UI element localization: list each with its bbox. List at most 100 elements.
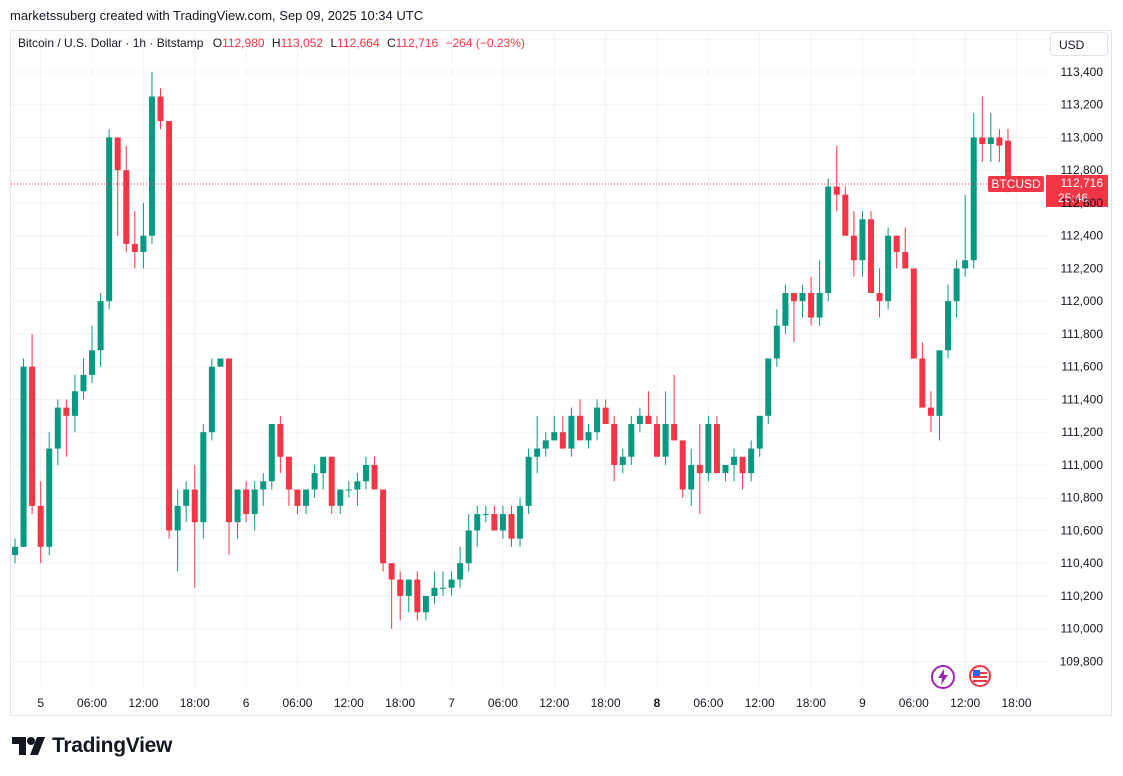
candle-body xyxy=(876,293,883,302)
candle-body xyxy=(71,391,78,416)
candle-body xyxy=(534,448,541,457)
candle xyxy=(208,358,215,441)
candle xyxy=(987,112,994,162)
candle xyxy=(739,456,746,490)
candle-body xyxy=(654,424,660,457)
candle xyxy=(534,415,541,474)
candle-body xyxy=(440,587,446,589)
candle xyxy=(234,489,241,539)
candle-body xyxy=(816,293,823,318)
candle xyxy=(114,137,121,236)
candle xyxy=(671,374,678,441)
candle xyxy=(294,489,301,515)
candle xyxy=(328,456,335,515)
candle-body xyxy=(748,448,755,474)
candle xyxy=(345,481,352,498)
low-value: 112,664 xyxy=(337,36,380,50)
time-tick-label: 12:00 xyxy=(539,696,569,710)
candle-body xyxy=(551,432,558,441)
logo-icon xyxy=(12,737,45,755)
candle-body xyxy=(628,424,635,457)
candle xyxy=(268,424,275,490)
candle xyxy=(765,358,772,424)
brand-name: TradingView xyxy=(52,734,173,757)
candle-body xyxy=(208,366,215,433)
time-tick-label: 12:00 xyxy=(745,696,775,710)
candle-body xyxy=(285,456,292,490)
time-tick-label: 18:00 xyxy=(180,696,210,710)
price-tick-label: 113,400 xyxy=(1061,65,1104,79)
candle-body xyxy=(362,464,369,482)
candle-body xyxy=(688,464,695,490)
candle xyxy=(645,391,652,424)
candle-body xyxy=(183,489,190,506)
candle-body xyxy=(568,415,575,449)
candle xyxy=(816,260,823,326)
change-value: −264 (−0.23%) xyxy=(445,36,525,50)
candle xyxy=(362,456,369,490)
candle-body xyxy=(679,440,686,490)
candle-body xyxy=(705,424,712,474)
tradingview-logo[interactable]: TradingView xyxy=(12,734,172,758)
time-tick-label: 12:00 xyxy=(334,696,364,710)
candle xyxy=(397,571,404,621)
candle-body xyxy=(636,415,643,424)
candle xyxy=(414,571,421,621)
candle xyxy=(996,129,1003,162)
candle-body xyxy=(893,235,900,253)
open-value: 112,980 xyxy=(222,36,265,50)
price-tick-label: 110,200 xyxy=(1061,589,1104,603)
us-flag-icon[interactable] xyxy=(968,664,992,688)
candle xyxy=(474,505,481,547)
candle-body xyxy=(576,415,583,441)
candle-body xyxy=(191,489,198,523)
price-tick-label: 111,600 xyxy=(1061,360,1103,374)
candle-body xyxy=(585,432,592,441)
time-tick-label: 12:00 xyxy=(128,696,158,710)
candle xyxy=(217,358,224,367)
candle-body xyxy=(414,579,421,613)
candle-body xyxy=(97,301,104,351)
price-tick-label: 112,200 xyxy=(1061,261,1104,275)
candle xyxy=(576,399,583,441)
chart-frame xyxy=(10,30,1112,716)
price-tick-label: 110,400 xyxy=(1061,556,1104,570)
symbol-tag: BTCUSD xyxy=(991,177,1041,191)
candle xyxy=(602,399,609,424)
candle-body xyxy=(790,293,797,302)
candle-body xyxy=(226,358,232,523)
candle-body xyxy=(89,350,96,375)
candle-body xyxy=(833,186,840,195)
candle xyxy=(54,399,61,465)
candle-body xyxy=(713,424,720,474)
candle xyxy=(859,211,866,277)
candle-body xyxy=(380,489,387,564)
candle-body xyxy=(645,415,652,424)
candle xyxy=(713,415,720,474)
candle xyxy=(679,440,686,498)
open-label: O xyxy=(212,36,223,50)
candle-body xyxy=(148,96,155,236)
currency-button[interactable]: USD xyxy=(1050,32,1108,56)
candle-body xyxy=(388,563,395,580)
candle-body xyxy=(525,456,532,506)
candle xyxy=(499,505,506,539)
candle-body xyxy=(859,219,866,261)
candle-body xyxy=(320,456,327,474)
price-tick-label: 111,400 xyxy=(1061,392,1103,406)
candle xyxy=(12,538,18,564)
lightning-icon[interactable] xyxy=(930,664,956,690)
candle xyxy=(662,391,669,465)
candle xyxy=(970,112,977,269)
candle xyxy=(448,571,455,596)
candle xyxy=(782,284,789,334)
candle xyxy=(174,489,181,572)
candle xyxy=(850,211,857,277)
candle-body xyxy=(140,235,147,253)
candle xyxy=(97,293,104,367)
price-tick-label: 111,000 xyxy=(1061,458,1103,472)
time-tick-label: 7 xyxy=(448,696,455,710)
time-tick-label: 18:00 xyxy=(385,696,415,710)
